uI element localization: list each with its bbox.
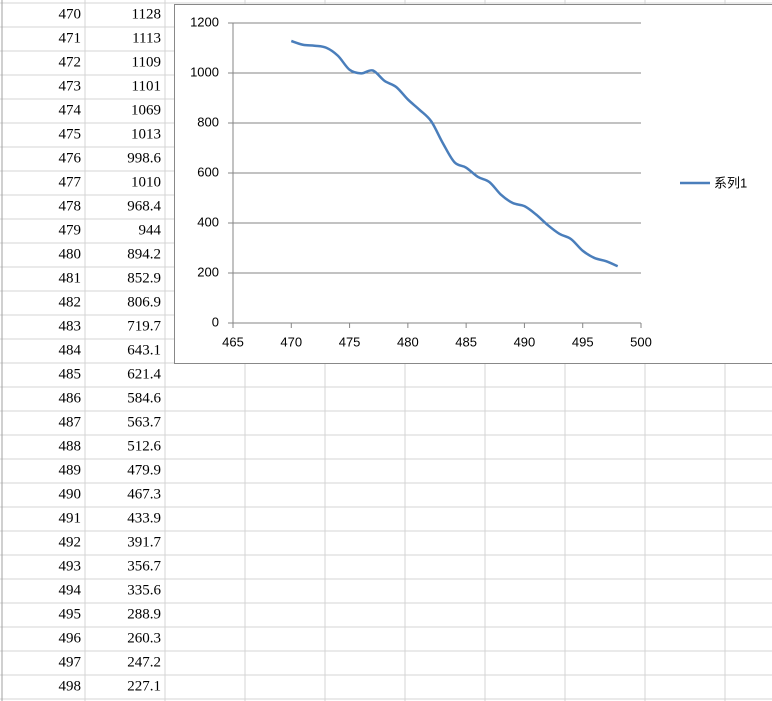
cell-b: 512.6	[127, 438, 161, 454]
chart-area	[174, 4, 772, 364]
cell-a: 473	[59, 78, 82, 94]
x-tick-label: 490	[514, 334, 536, 349]
y-tick-label: 0	[212, 314, 219, 329]
y-tick-label: 600	[197, 164, 219, 179]
cell-b: 998.6	[127, 150, 161, 166]
cell-b: 968.4	[127, 198, 161, 214]
cell-a: 476	[59, 150, 82, 166]
cell-b: 227.1	[127, 678, 161, 694]
y-tick-label: 200	[197, 264, 219, 279]
cell-a: 477	[59, 174, 82, 190]
series-line	[290, 39, 619, 268]
cell-a: 495	[59, 606, 82, 622]
cell-b: 467.3	[127, 486, 161, 502]
cell-b: 288.9	[127, 606, 161, 622]
cell-a: 493	[59, 558, 82, 574]
cell-a: 494	[59, 582, 82, 598]
cell-a: 491	[59, 510, 82, 526]
cell-a: 482	[59, 294, 82, 310]
legend-label: 系列1	[714, 175, 747, 190]
cell-a: 474	[59, 102, 82, 118]
cell-a: 487	[59, 414, 82, 430]
cell-b: 356.7	[127, 558, 161, 574]
cell-a: 486	[59, 390, 82, 406]
cell-b: 1128	[132, 6, 161, 22]
cell-b: 1069	[131, 102, 161, 118]
cell-a: 496	[59, 630, 82, 646]
x-tick-label: 465	[222, 334, 244, 349]
cell-a: 481	[59, 270, 82, 286]
cell-a: 471	[59, 30, 82, 46]
cell-b: 479.9	[127, 462, 161, 478]
cell-a: 478	[59, 198, 82, 214]
cell-b: 719.7	[127, 318, 161, 334]
chart: 0 200 400 600 800 1000 1200 465 470 475 480 485 490 4…	[174, 4, 772, 364]
cell-b: 1113	[132, 30, 161, 46]
y-tick-label: 400	[197, 214, 219, 229]
cell-a: 472	[59, 54, 82, 70]
cell-b: 433.9	[127, 510, 161, 526]
x-tick-label: 480	[397, 334, 419, 349]
cell-b: 247.2	[127, 654, 161, 670]
cell-b: 391.7	[127, 534, 161, 550]
cell-b: 1109	[132, 54, 161, 70]
cell-b: 335.6	[127, 582, 161, 598]
cell-a: 488	[59, 438, 82, 454]
x-tick-label: 500	[630, 334, 652, 349]
y-tick-label: 800	[197, 114, 219, 129]
x-tick-label: 470	[280, 334, 302, 349]
cell-b: 894.2	[127, 246, 161, 262]
cell-b: 621.4	[127, 366, 161, 382]
cell-a: 492	[59, 534, 82, 550]
cell-b: 806.9	[127, 294, 161, 310]
cell-a: 483	[59, 318, 82, 334]
cell-b: 563.7	[127, 414, 161, 430]
x-tick-label: 495	[572, 334, 594, 349]
cell-a: 484	[59, 342, 82, 358]
cell-a: 470	[59, 6, 82, 22]
cell-b: 852.9	[127, 270, 161, 286]
cell-a: 498	[59, 678, 82, 694]
x-tick-label: 475	[339, 334, 361, 349]
cell-a: 479	[59, 222, 82, 238]
cell-a: 497	[59, 654, 82, 670]
y-tick-label: 1200	[190, 14, 219, 29]
cell-b: 944	[139, 222, 162, 238]
x-tick-label: 485	[455, 334, 477, 349]
cell-b: 260.3	[127, 630, 161, 646]
cell-b: 1010	[131, 174, 161, 190]
cell-a: 485	[59, 366, 82, 382]
y-tick-label: 1000	[190, 64, 219, 79]
cell-b: 1101	[132, 78, 161, 94]
cell-a: 490	[59, 486, 82, 502]
cell-b: 643.1	[127, 342, 161, 358]
cell-b: 584.6	[127, 390, 161, 406]
cell-a: 489	[59, 462, 82, 478]
cell-b: 1013	[131, 126, 161, 142]
cell-a: 475	[59, 126, 82, 142]
cell-a: 480	[59, 246, 82, 262]
